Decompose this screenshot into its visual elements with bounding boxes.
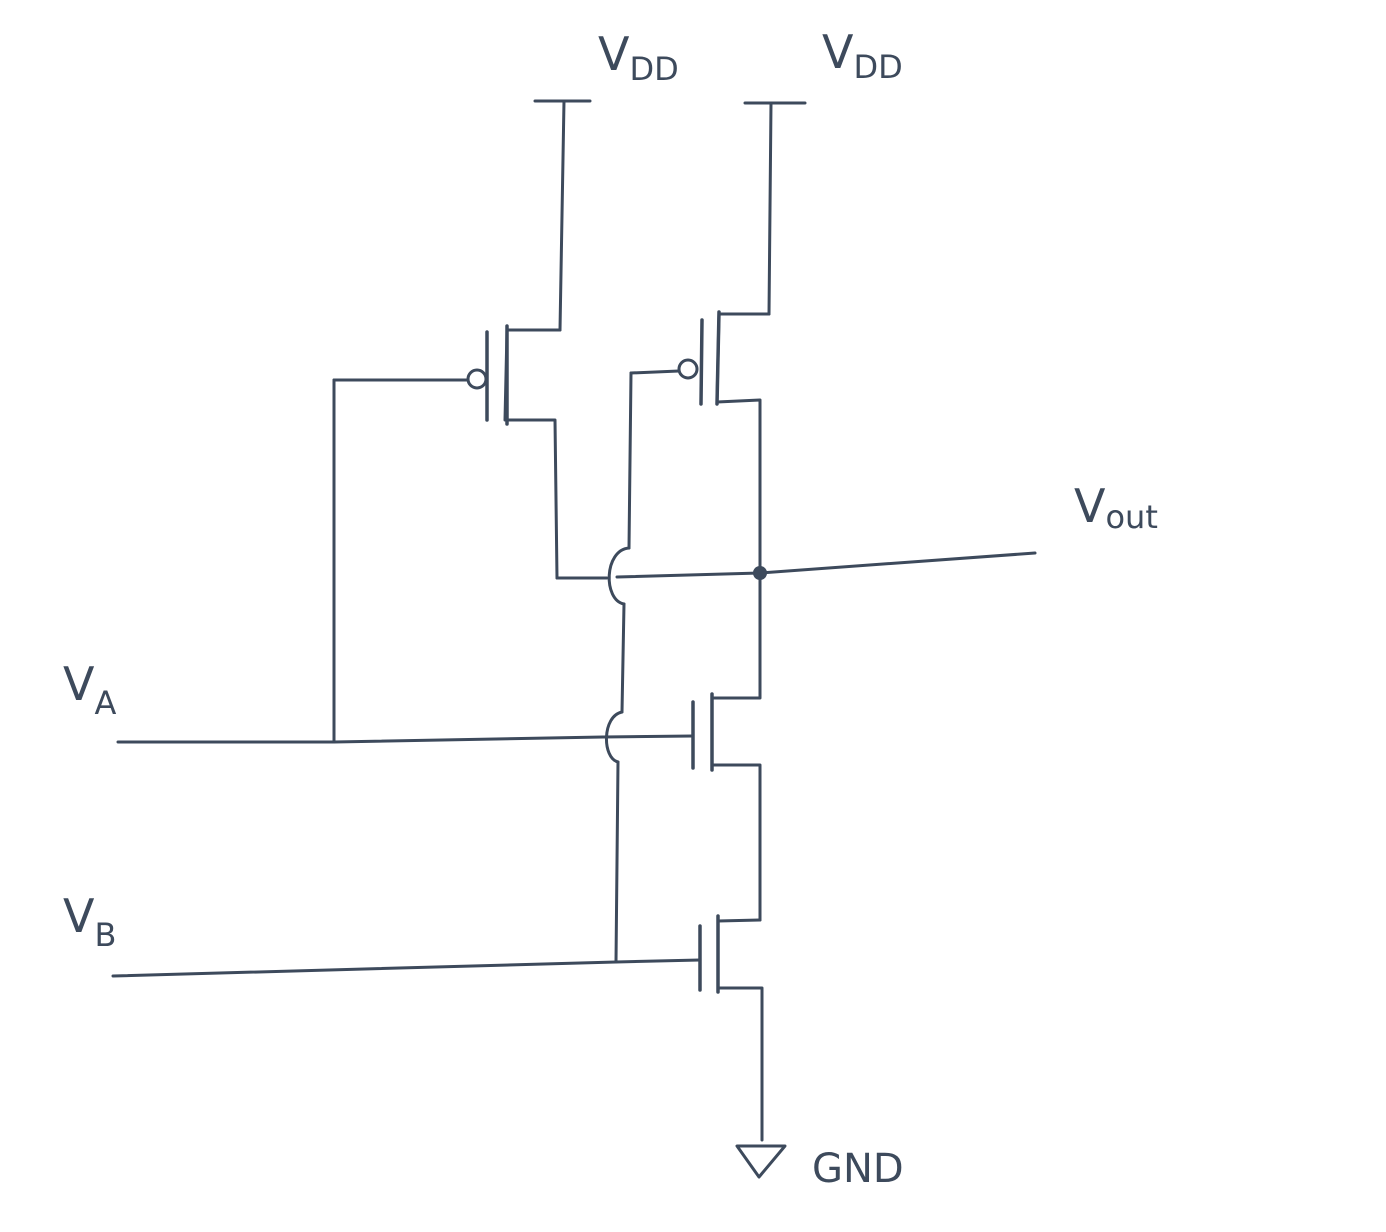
vdd-rail-left: [533, 99, 592, 332]
input-va-wire: [116, 378, 695, 744]
va-label: VA: [63, 657, 116, 722]
vdd-right-label: VDD: [822, 25, 903, 86]
pmos-a: [332, 324, 562, 580]
nmos-a: [691, 573, 762, 922]
pmos-a-inversion-bubble: [466, 368, 488, 390]
pmos-b: [629, 310, 771, 577]
vb-label: VB: [63, 889, 116, 954]
pmos-b-inversion-bubble: [677, 358, 699, 380]
nmos-b: [698, 914, 764, 1142]
ground-triangle-icon: [735, 1144, 787, 1179]
junction-dot: [753, 566, 767, 580]
vdd-rail-right: [743, 101, 807, 316]
vout-label: Vout: [1074, 479, 1158, 536]
input-vb-wire: [111, 958, 702, 978]
vb-gate-routing: [605, 371, 633, 964]
vdd-left-label: VDD: [598, 27, 679, 88]
output-net: [555, 551, 1037, 580]
gnd-label: GND: [812, 1146, 904, 1192]
